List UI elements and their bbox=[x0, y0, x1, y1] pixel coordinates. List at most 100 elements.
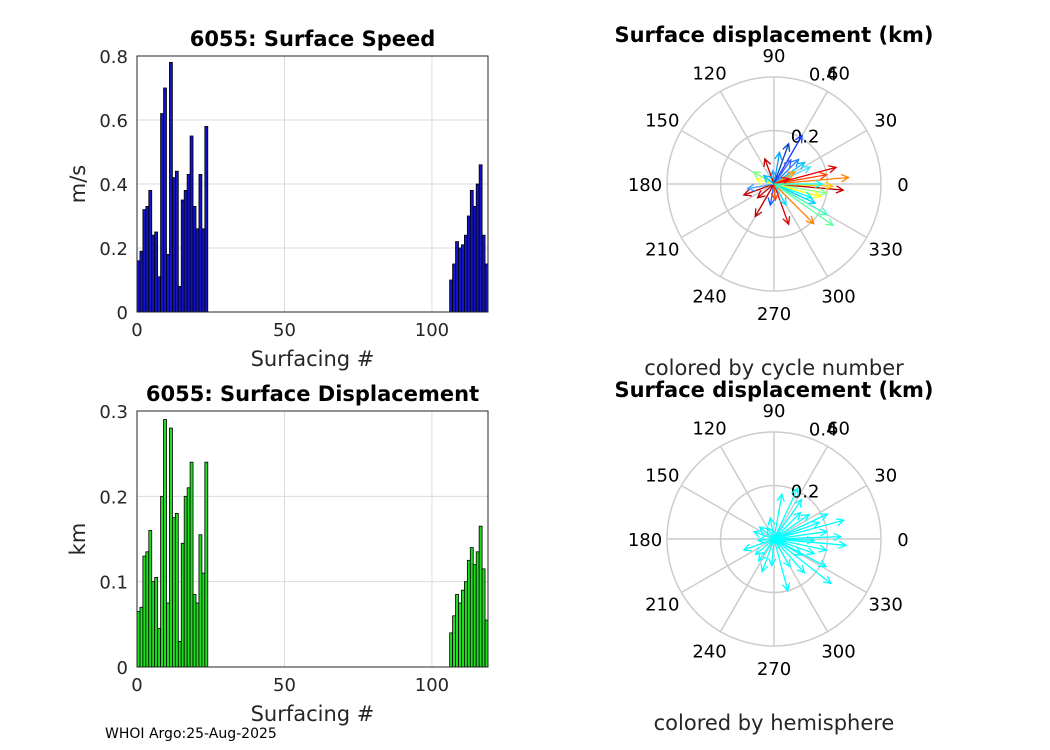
displacement-arrow bbox=[773, 183, 829, 197]
x-axis-label: Surfacing # bbox=[251, 347, 375, 371]
bar bbox=[154, 577, 159, 668]
bar bbox=[160, 495, 164, 668]
chart-title: 6055: Surface Displacement bbox=[146, 382, 479, 406]
bar bbox=[163, 87, 167, 313]
bar bbox=[142, 209, 147, 313]
bar bbox=[469, 189, 474, 313]
y-tick-label: 0 bbox=[117, 303, 128, 324]
displacement-arrow bbox=[773, 183, 791, 226]
bar bbox=[183, 189, 188, 313]
displacement-arrow bbox=[773, 183, 817, 205]
bar bbox=[192, 205, 197, 313]
bar bbox=[455, 594, 459, 668]
displacement-arrow bbox=[752, 530, 775, 540]
bar bbox=[466, 559, 471, 668]
polar-spoke bbox=[719, 445, 775, 540]
bar bbox=[475, 551, 480, 668]
displacement-arrow bbox=[754, 538, 775, 556]
y-tick-label: 0.3 bbox=[99, 402, 128, 423]
theta-label: 240 bbox=[692, 642, 726, 663]
bar bbox=[169, 427, 173, 668]
bar bbox=[204, 461, 209, 668]
bar bbox=[201, 228, 206, 313]
displacement-arrow bbox=[757, 538, 775, 563]
theta-label: 60 bbox=[827, 63, 850, 84]
displacement-arrow bbox=[754, 183, 775, 218]
displacement-arrow bbox=[773, 538, 833, 585]
r-tick-label: 0.4 bbox=[809, 419, 838, 440]
surface-displacement-chart: 0 50 100 0 0.1 0.2 0.3 6055: Surface Displaceme… bbox=[66, 382, 489, 726]
displacement-arrow bbox=[746, 183, 775, 192]
displacement-arrow bbox=[773, 538, 828, 553]
displacement-arrow bbox=[773, 134, 803, 185]
theta-label: 240 bbox=[692, 287, 726, 308]
polar-spoke bbox=[773, 484, 868, 540]
bar bbox=[464, 234, 468, 313]
x-tick-label: 50 bbox=[273, 675, 296, 696]
theta-label: 300 bbox=[821, 287, 855, 308]
bar bbox=[475, 183, 480, 313]
bar bbox=[195, 228, 200, 313]
theta-label: 270 bbox=[757, 659, 791, 680]
chart-title: Surface displacement (km) bbox=[614, 23, 933, 47]
polar-spoke bbox=[773, 445, 829, 540]
x-tick-label: 50 bbox=[273, 320, 296, 341]
bar bbox=[201, 572, 206, 668]
displacement-arrow bbox=[773, 538, 791, 569]
bar bbox=[452, 263, 456, 313]
theta-label: 150 bbox=[645, 466, 679, 487]
displacement-arrow bbox=[773, 498, 803, 540]
theta-label: 0 bbox=[897, 530, 908, 551]
displacement-arrow bbox=[773, 538, 806, 574]
bar bbox=[180, 199, 185, 313]
theta-label: 60 bbox=[827, 418, 850, 439]
theta-label: 330 bbox=[869, 240, 903, 261]
bar bbox=[472, 205, 477, 313]
displacement-arrow bbox=[760, 538, 775, 574]
bar bbox=[166, 253, 170, 313]
displacement-arrow bbox=[773, 538, 816, 556]
theta-label: 90 bbox=[763, 401, 786, 422]
displacement-arrow bbox=[770, 183, 779, 202]
surface-speed-chart: 0 50 100 0 0.2 0.4 0.6 0.8 6055: Surface Speed Su… bbox=[66, 27, 489, 371]
bar bbox=[177, 641, 182, 668]
displacement-arrow bbox=[773, 535, 816, 545]
theta-label: 180 bbox=[628, 530, 662, 551]
theta-label: 30 bbox=[874, 111, 897, 132]
y-tick-label: 0.1 bbox=[99, 573, 128, 594]
axes-frame bbox=[136, 55, 489, 313]
axes-frame bbox=[136, 410, 489, 668]
bar bbox=[180, 542, 185, 668]
bar bbox=[195, 602, 200, 668]
theta-label: 120 bbox=[692, 418, 726, 439]
bar bbox=[192, 594, 197, 668]
chart-title: 6055: Surface Speed bbox=[190, 27, 436, 51]
bar bbox=[166, 602, 170, 668]
displacement-arrow bbox=[756, 183, 775, 199]
x-tick-label: 0 bbox=[131, 675, 142, 696]
displacement-arrow bbox=[742, 538, 775, 552]
displacement-arrow bbox=[773, 513, 811, 540]
y-tick-label: 0.2 bbox=[99, 239, 128, 260]
bar bbox=[466, 215, 471, 313]
bar bbox=[455, 241, 459, 313]
displacement-arrow bbox=[773, 176, 791, 185]
bar bbox=[472, 564, 477, 668]
x-tick-label: 0 bbox=[131, 320, 142, 341]
displacement-arrow bbox=[773, 183, 787, 207]
displacement-arrow bbox=[773, 173, 851, 185]
displacement-arrow bbox=[773, 183, 835, 227]
displacement-arrow bbox=[767, 516, 776, 540]
bar bbox=[142, 555, 147, 668]
bar bbox=[171, 517, 176, 668]
bar bbox=[177, 285, 182, 313]
bar bbox=[189, 461, 194, 668]
theta-label: 210 bbox=[645, 595, 679, 616]
chart-caption: colored by cycle number bbox=[644, 356, 904, 380]
displacement-arrow bbox=[762, 174, 775, 185]
displacement-arrow bbox=[773, 183, 829, 216]
polar-spoke bbox=[680, 538, 775, 594]
bar bbox=[148, 530, 153, 668]
bar bbox=[171, 177, 176, 313]
